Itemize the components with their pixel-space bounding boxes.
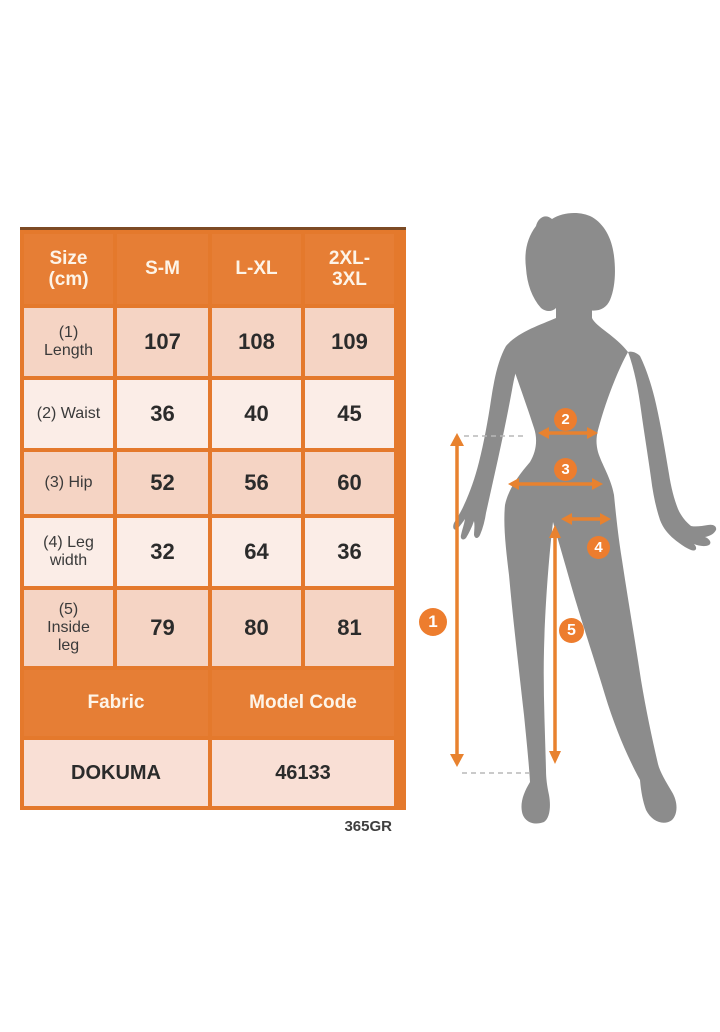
row-length-value-lxl: 108 [212,308,301,376]
weight-note: 365GR [344,818,392,835]
measurement-badge-5: 5 [559,618,584,643]
fabric-header: Fabric [24,670,208,736]
row-insideleg-value-sm: 79 [117,590,208,666]
measurement-diagram [450,213,717,824]
row-length-value-sm: 107 [117,308,208,376]
header-s-m: S-M [117,234,208,304]
fabric-value: DOKUMA [24,740,208,806]
row-length-value-2xl3xl: 109 [305,308,394,376]
row-waist-value-lxl: 40 [212,380,301,448]
inside-leg-arrow [549,525,561,764]
row-insideleg-value-2xl3xl: 81 [305,590,394,666]
row-insideleg-value-lxl: 80 [212,590,301,666]
header-size-cm: Size (cm) [24,234,113,304]
length-arrow [450,433,464,767]
row-waist-label: (2) Waist [24,380,113,448]
row-legwidth-value-2xl3xl: 36 [305,518,394,586]
row-hip-value-lxl: 56 [212,452,301,514]
header-2xl-3xl: 2XL- 3XL [305,234,394,304]
row-legwidth-value-lxl: 64 [212,518,301,586]
row-length-label: (1) Length [24,308,113,376]
row-legwidth-value-sm: 32 [117,518,208,586]
hip-arrow [508,478,603,490]
waist-arrow [538,427,598,439]
measurement-badge-2: 2 [554,408,577,431]
row-hip-value-2xl3xl: 60 [305,452,394,514]
row-insideleg-label: (5) Inside leg [24,590,113,666]
row-waist-value-sm: 36 [117,380,208,448]
model-code-value: 46133 [212,740,394,806]
size-table: Size (cm) S-M L-XL 2XL- 3XL (1) Length 1… [20,227,406,810]
measurement-badge-3: 3 [554,458,577,481]
measurement-badge-1: 1 [419,608,447,636]
header-l-xl: L-XL [212,234,301,304]
row-hip-label: (3) Hip [24,452,113,514]
model-code-header: Model Code [212,670,394,736]
row-hip-value-sm: 52 [117,452,208,514]
measurement-badge-4: 4 [587,536,610,559]
row-waist-value-2xl3xl: 45 [305,380,394,448]
row-legwidth-label: (4) Leg width [24,518,113,586]
leg-width-arrow [561,513,611,525]
